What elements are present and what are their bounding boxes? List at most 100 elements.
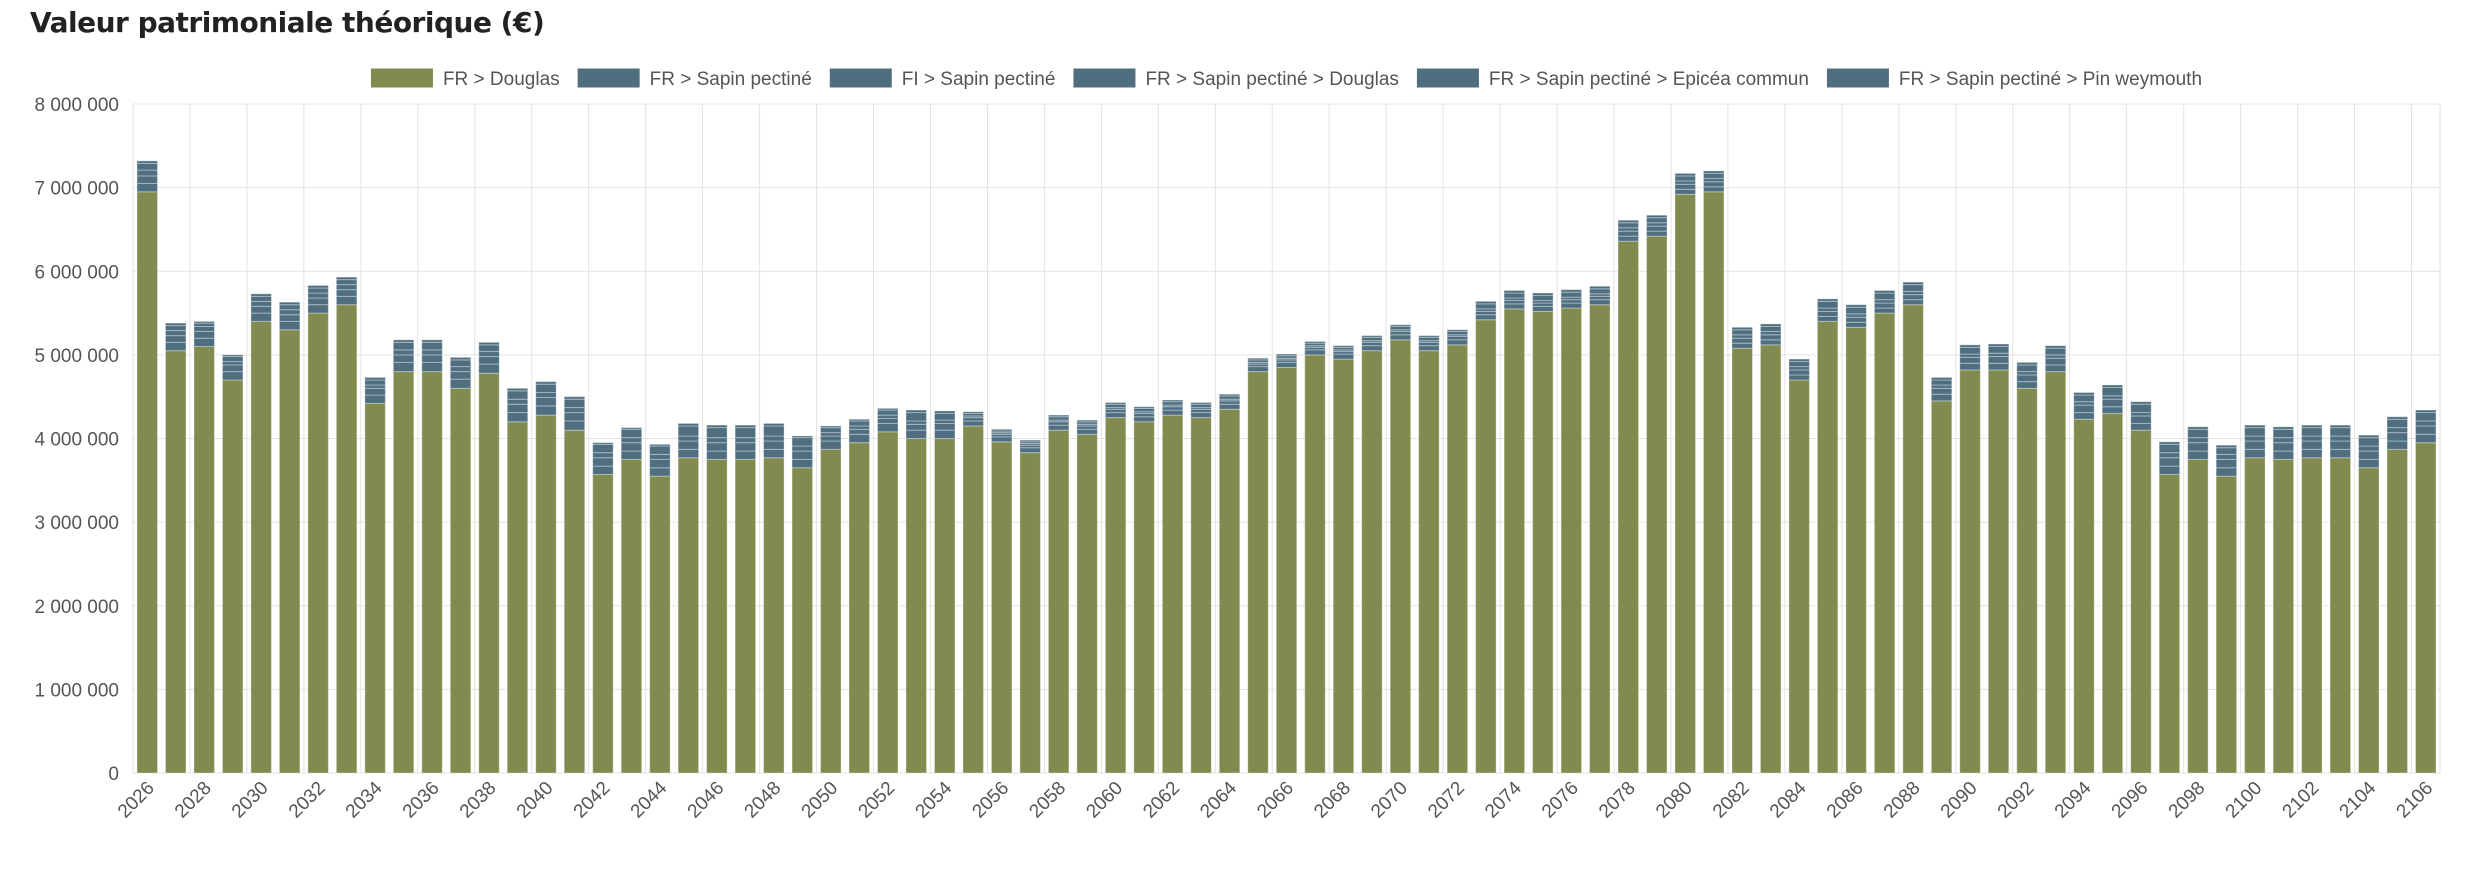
bar-segment bbox=[1218, 400, 1241, 405]
bar-segment bbox=[1987, 346, 2010, 354]
bar-segment bbox=[2329, 424, 2352, 429]
bar-segment bbox=[1332, 345, 1355, 348]
bar-segment bbox=[478, 351, 500, 358]
legend-label: FR > Douglas bbox=[443, 69, 560, 90]
bar-segment bbox=[2386, 432, 2409, 442]
bar-segment bbox=[1845, 326, 1867, 774]
bar-segment bbox=[1873, 289, 1896, 294]
bar-segment bbox=[905, 423, 927, 431]
bar-segment bbox=[278, 320, 301, 331]
bar-segment bbox=[734, 427, 757, 439]
bar-segment bbox=[506, 398, 529, 405]
bar-segment bbox=[763, 457, 785, 774]
legend-swatch bbox=[829, 68, 892, 88]
bar-segment bbox=[278, 304, 301, 311]
bar-segment bbox=[1617, 222, 1640, 229]
bar-segment bbox=[1617, 219, 1640, 224]
bar-segment bbox=[1731, 337, 1753, 344]
bar-segment bbox=[592, 452, 614, 459]
bar-segment bbox=[820, 448, 842, 774]
bar-segment bbox=[307, 297, 329, 306]
bar-segment bbox=[1218, 403, 1241, 410]
bar-segment bbox=[677, 457, 700, 774]
bar-segment bbox=[933, 412, 956, 421]
bar-segment bbox=[848, 442, 871, 774]
bar-segment bbox=[2016, 364, 2038, 373]
bar-segment bbox=[307, 287, 329, 294]
bar-segment bbox=[1304, 342, 1326, 347]
bar-segment bbox=[1788, 374, 1810, 381]
bar-segment bbox=[1047, 416, 1070, 421]
bar-segment bbox=[2130, 415, 2152, 424]
bar-segment bbox=[791, 437, 814, 447]
bars bbox=[136, 160, 2437, 774]
bar-segment bbox=[677, 425, 700, 437]
bar-segment bbox=[1304, 349, 1326, 356]
bar-segment bbox=[592, 442, 614, 445]
bar-segment bbox=[905, 420, 927, 425]
bar-segment bbox=[1532, 305, 1554, 312]
x-tick-label: 2056 bbox=[968, 778, 1013, 823]
bar-segment bbox=[1902, 290, 1924, 296]
bar-segment bbox=[962, 417, 984, 422]
bar-segment bbox=[2215, 467, 2238, 477]
bar-segment bbox=[1161, 409, 1184, 416]
bar-segment bbox=[1304, 354, 1326, 774]
bar-segment bbox=[2415, 409, 2437, 414]
bar-segment bbox=[164, 322, 187, 327]
bar-segment bbox=[1902, 284, 1924, 292]
bar-segment bbox=[535, 414, 557, 774]
bar-segment bbox=[2016, 387, 2038, 774]
bar-segment bbox=[421, 371, 443, 774]
bar-segment bbox=[478, 341, 500, 346]
bar-segment bbox=[905, 429, 927, 440]
bar-segment bbox=[706, 424, 728, 429]
bar-segment bbox=[2073, 392, 2095, 396]
bar-segment bbox=[1503, 300, 1526, 305]
bar-segment bbox=[449, 359, 472, 368]
x-tick-label: 2046 bbox=[684, 778, 729, 823]
bar-segment bbox=[1133, 416, 1155, 423]
bar-segment bbox=[2301, 424, 2323, 429]
bar-segment bbox=[677, 440, 700, 450]
bar-segment bbox=[1987, 356, 2010, 364]
bar-segment bbox=[1930, 393, 1953, 402]
bar-segment bbox=[620, 442, 643, 452]
bar-segment bbox=[677, 422, 700, 427]
x-tick-label: 2098 bbox=[2165, 778, 2210, 823]
bar-segment bbox=[2158, 465, 2181, 475]
bar-segment bbox=[1589, 295, 1611, 301]
bar-segment bbox=[877, 407, 899, 411]
bar-segment bbox=[2415, 433, 2437, 444]
bar-segment bbox=[905, 438, 927, 774]
bar-segment bbox=[1389, 339, 1412, 774]
x-tick-label: 2094 bbox=[2051, 777, 2096, 822]
bar-segment bbox=[335, 284, 358, 291]
bar-segment bbox=[877, 409, 899, 416]
bar-segment bbox=[478, 344, 500, 353]
bar-segment bbox=[1902, 294, 1924, 301]
bar-segment bbox=[1161, 399, 1184, 403]
bar-segment bbox=[307, 284, 329, 289]
bar-segment bbox=[221, 354, 244, 358]
bar-segment bbox=[506, 412, 529, 423]
x-tick-label: 2092 bbox=[1994, 778, 2039, 823]
bar-segment bbox=[392, 349, 415, 356]
bar-segment bbox=[1389, 324, 1412, 327]
x-tick-label: 2090 bbox=[1937, 778, 1982, 823]
bar-segment bbox=[933, 410, 956, 414]
bar-segment bbox=[506, 390, 529, 400]
bar-segment bbox=[2130, 401, 2152, 405]
bar-segment bbox=[2044, 357, 2067, 366]
bar-segment bbox=[1161, 414, 1184, 774]
bar-segment bbox=[905, 409, 927, 414]
bar-segment bbox=[1560, 289, 1583, 293]
bar-segment bbox=[1589, 299, 1611, 306]
bar-segment bbox=[2044, 371, 2067, 774]
bar-segment bbox=[1902, 299, 1924, 306]
bar-segment bbox=[1674, 180, 1696, 185]
bar-segment bbox=[763, 435, 785, 442]
legend-label: FR > Sapin pectiné > Epicéa commun bbox=[1489, 69, 1809, 90]
bar-segment bbox=[1674, 172, 1696, 177]
bar-segment bbox=[1759, 339, 1782, 346]
